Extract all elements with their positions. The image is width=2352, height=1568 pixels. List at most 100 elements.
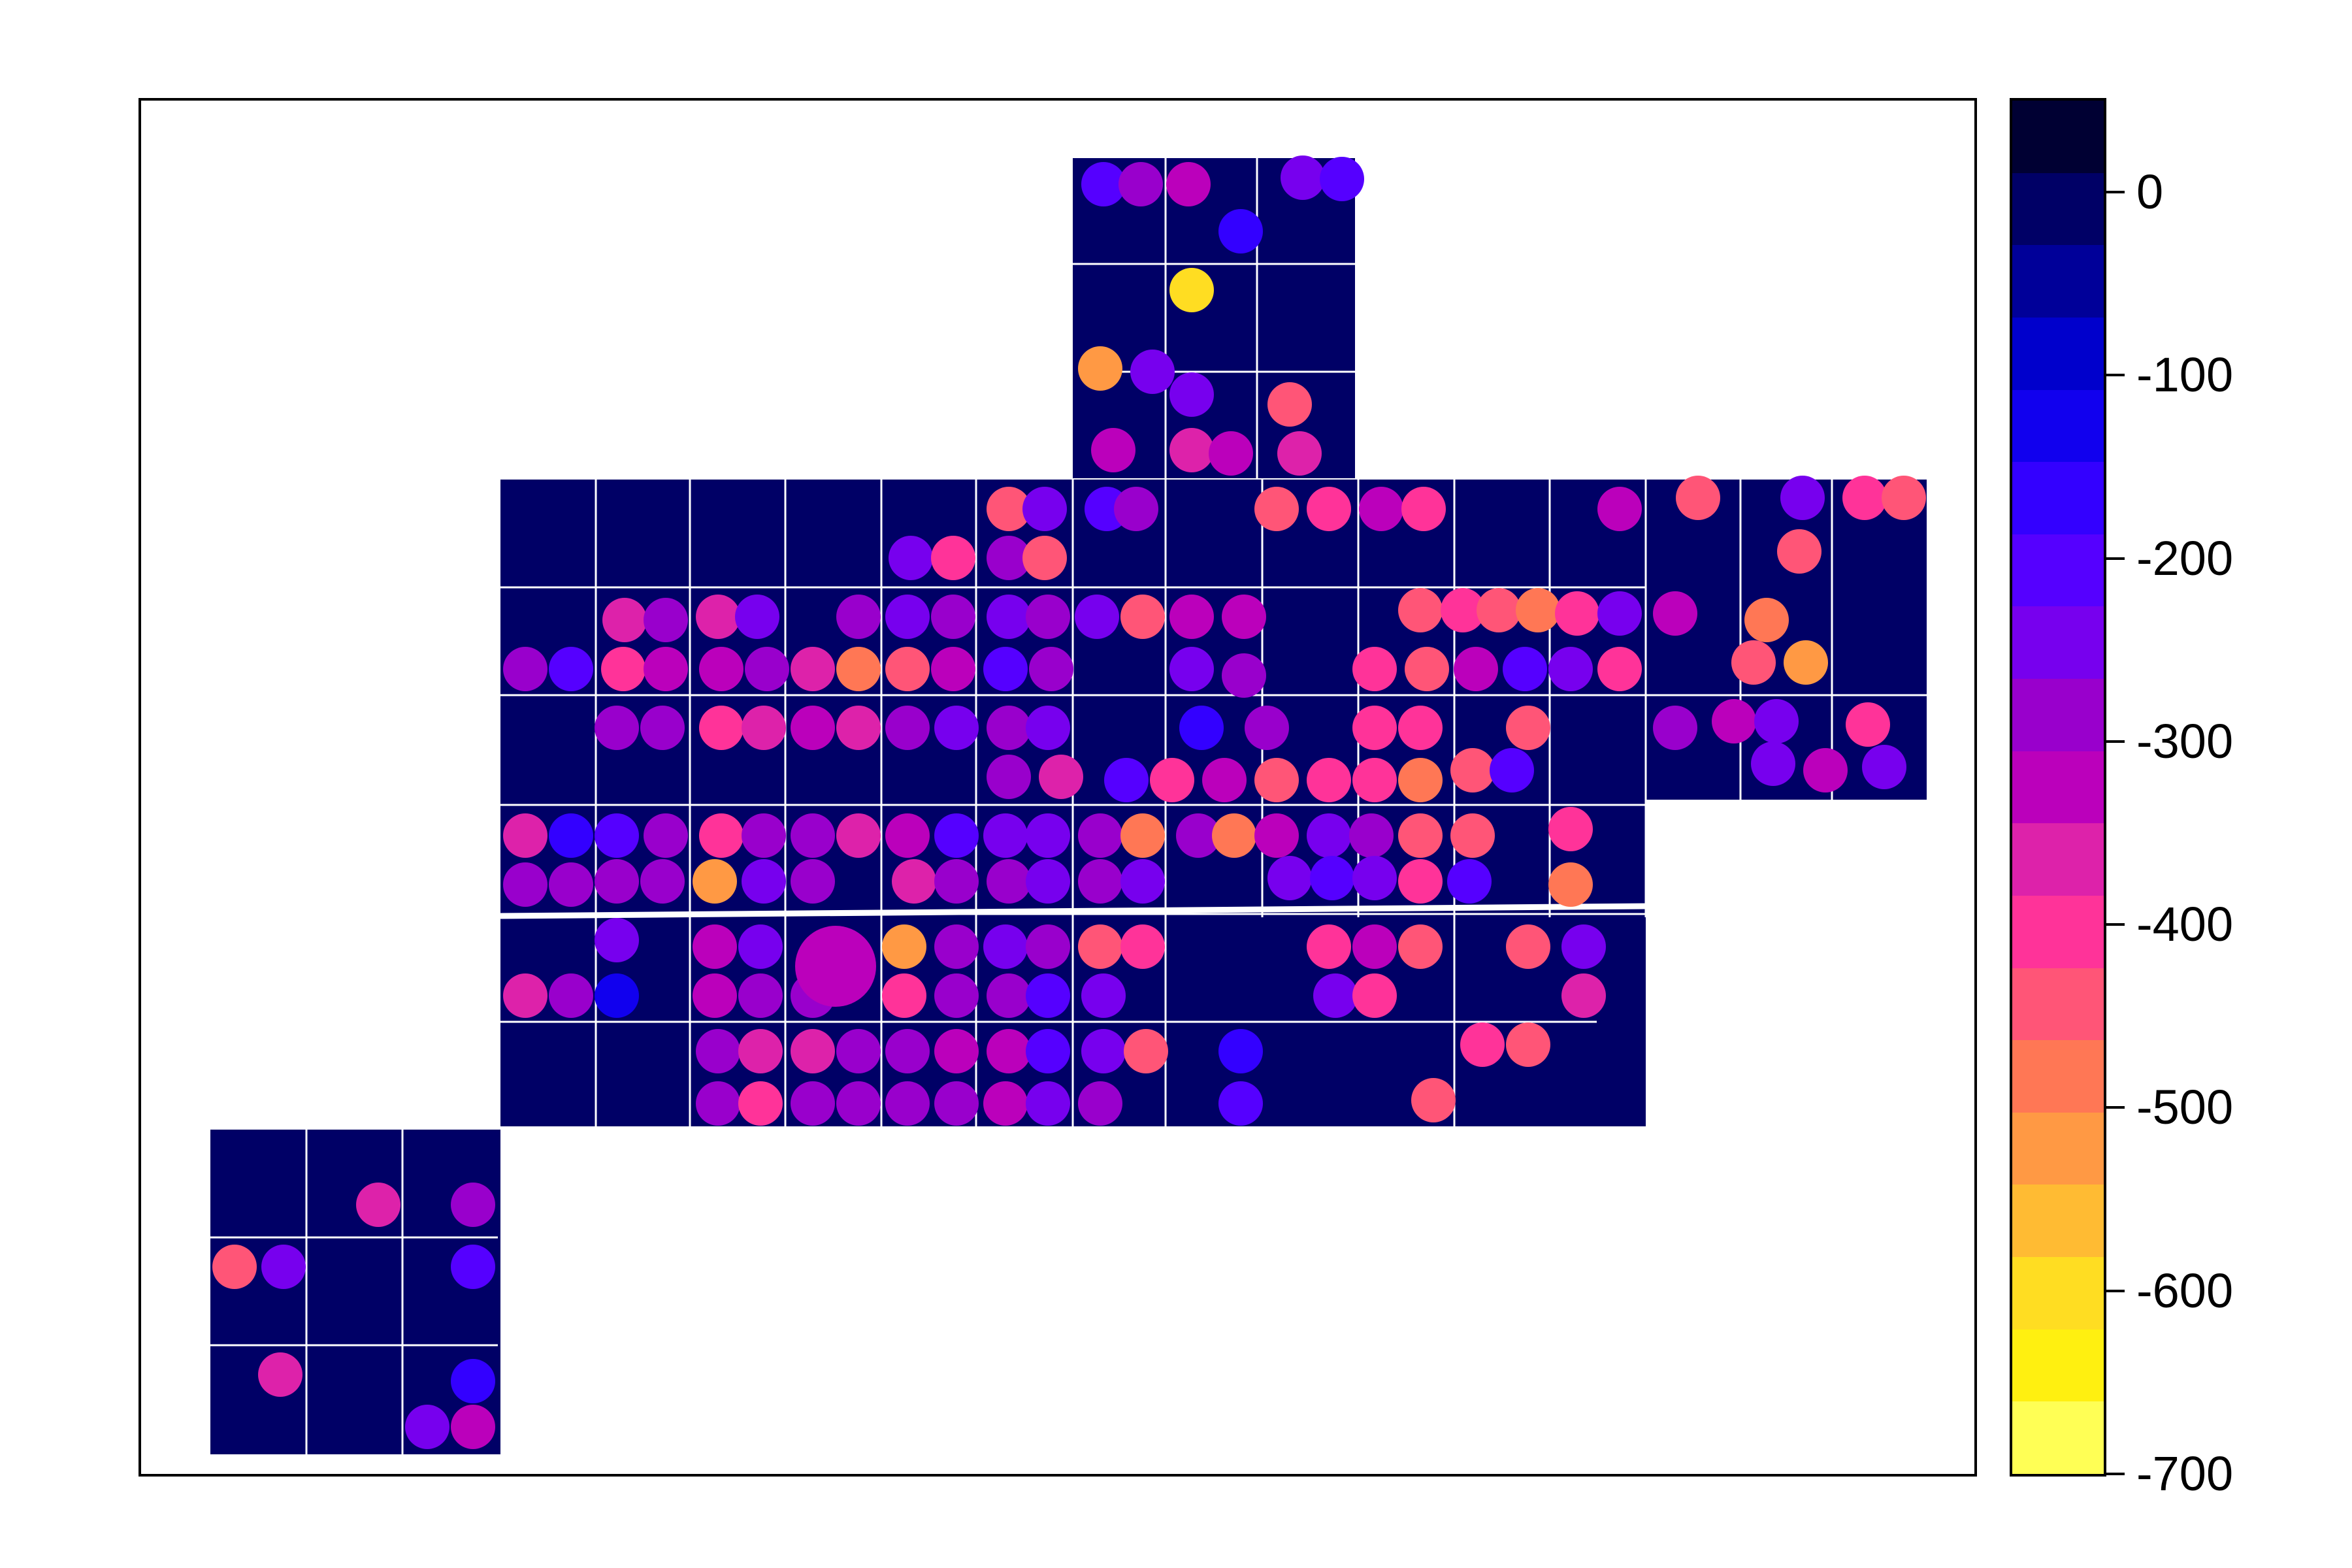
center-pivot-field xyxy=(258,1352,302,1397)
center-pivot-field xyxy=(1179,706,1224,750)
center-pivot-field xyxy=(595,859,639,904)
center-pivot-field xyxy=(1150,758,1194,802)
center-pivot-field xyxy=(1441,588,1485,632)
center-pivot-field xyxy=(1218,1029,1263,1073)
center-pivot-field xyxy=(1460,1022,1505,1067)
center-pivot-field xyxy=(1454,647,1498,691)
center-pivot-field xyxy=(987,755,1031,799)
center-pivot-field xyxy=(1447,859,1492,904)
legend-tick xyxy=(2106,374,2125,377)
center-pivot-field xyxy=(1091,428,1135,472)
center-pivot-field xyxy=(640,706,685,750)
center-pivot-field xyxy=(983,647,1028,691)
center-pivot-field xyxy=(1803,748,1848,792)
center-pivot-field xyxy=(1114,487,1158,531)
center-pivot-field xyxy=(1307,758,1351,802)
center-pivot-field xyxy=(1212,813,1256,858)
center-pivot-field xyxy=(934,706,979,750)
center-pivot-field xyxy=(1039,755,1083,799)
center-pivot-field xyxy=(1218,1081,1263,1126)
center-pivot-field xyxy=(1503,647,1547,691)
center-pivot-field xyxy=(791,813,835,858)
road-line xyxy=(500,903,1646,919)
center-pivot-field xyxy=(1120,859,1165,904)
center-pivot-field xyxy=(1169,595,1214,639)
center-pivot-field xyxy=(791,1029,835,1073)
center-pivot-field xyxy=(1267,382,1312,427)
center-pivot-field xyxy=(795,926,876,1007)
center-pivot-field xyxy=(1398,813,1443,858)
center-pivot-field xyxy=(791,1081,835,1126)
center-pivot-field xyxy=(987,595,1031,639)
center-pivot-field xyxy=(1081,1029,1126,1073)
legend-color-band xyxy=(2012,1257,2104,1330)
legend-color-band xyxy=(2012,1329,2104,1402)
center-pivot-field xyxy=(1731,640,1776,685)
center-pivot-field xyxy=(1401,487,1446,531)
center-pivot-field xyxy=(987,706,1031,750)
center-pivot-field xyxy=(549,862,593,907)
center-pivot-field xyxy=(503,813,547,858)
legend-color-band xyxy=(2012,317,2104,390)
center-pivot-field xyxy=(735,595,779,639)
legend-color-band xyxy=(2012,1112,2104,1185)
center-pivot-field xyxy=(1313,973,1358,1018)
study-area-block xyxy=(486,1130,500,1454)
center-pivot-field xyxy=(931,595,975,639)
center-pivot-field xyxy=(1676,476,1720,520)
center-pivot-field xyxy=(885,595,930,639)
center-pivot-field xyxy=(882,924,926,969)
center-pivot-field xyxy=(1081,162,1126,206)
center-pivot-field xyxy=(1026,813,1070,858)
legend-color-band xyxy=(2012,245,2104,318)
center-pivot-field xyxy=(931,536,975,580)
center-pivot-field xyxy=(503,647,547,691)
legend-color-band xyxy=(2012,534,2104,607)
center-pivot-field xyxy=(1120,813,1165,858)
center-pivot-field xyxy=(699,647,743,691)
center-pivot-field xyxy=(1222,595,1266,639)
center-pivot-field xyxy=(1506,924,1550,969)
legend-tick xyxy=(2106,1289,2125,1292)
center-pivot-field xyxy=(885,647,930,691)
center-pivot-field xyxy=(882,973,926,1018)
center-pivot-field xyxy=(742,859,786,904)
center-pivot-field xyxy=(983,813,1028,858)
center-pivot-field xyxy=(696,595,740,639)
center-pivot-field xyxy=(1398,859,1443,904)
center-pivot-field xyxy=(1026,706,1070,750)
legend-tick xyxy=(2106,191,2125,194)
center-pivot-field xyxy=(1081,973,1126,1018)
center-pivot-field xyxy=(1653,706,1697,750)
center-pivot-field xyxy=(885,1081,930,1126)
center-pivot-field xyxy=(1169,647,1214,691)
center-pivot-field xyxy=(1307,924,1351,969)
legend-color-band xyxy=(2012,968,2104,1041)
center-pivot-field xyxy=(549,813,593,858)
center-pivot-field xyxy=(602,598,647,642)
center-pivot-field xyxy=(1120,595,1165,639)
center-pivot-field xyxy=(1277,431,1322,476)
center-pivot-field xyxy=(1548,647,1593,691)
center-pivot-field xyxy=(1254,487,1299,531)
center-pivot-field xyxy=(595,973,639,1018)
center-pivot-field xyxy=(1245,706,1289,750)
center-pivot-field xyxy=(1548,807,1593,851)
center-pivot-field xyxy=(836,1029,881,1073)
center-pivot-field xyxy=(1846,702,1890,747)
center-pivot-field xyxy=(1754,699,1799,743)
center-pivot-field xyxy=(1022,487,1067,531)
center-pivot-field xyxy=(934,924,979,969)
legend-tick-label: -100 xyxy=(2136,348,2234,402)
center-pivot-field xyxy=(836,706,881,750)
center-pivot-field xyxy=(1352,924,1397,969)
center-pivot-field xyxy=(1352,647,1397,691)
center-pivot-field xyxy=(1169,372,1214,417)
center-pivot-field xyxy=(1120,924,1165,969)
center-pivot-field xyxy=(1281,155,1325,200)
center-pivot-field xyxy=(1506,706,1550,750)
center-pivot-field xyxy=(987,536,1031,580)
legend-tick-label: -300 xyxy=(2136,713,2234,768)
center-pivot-field xyxy=(738,973,783,1018)
center-pivot-field xyxy=(405,1405,449,1449)
